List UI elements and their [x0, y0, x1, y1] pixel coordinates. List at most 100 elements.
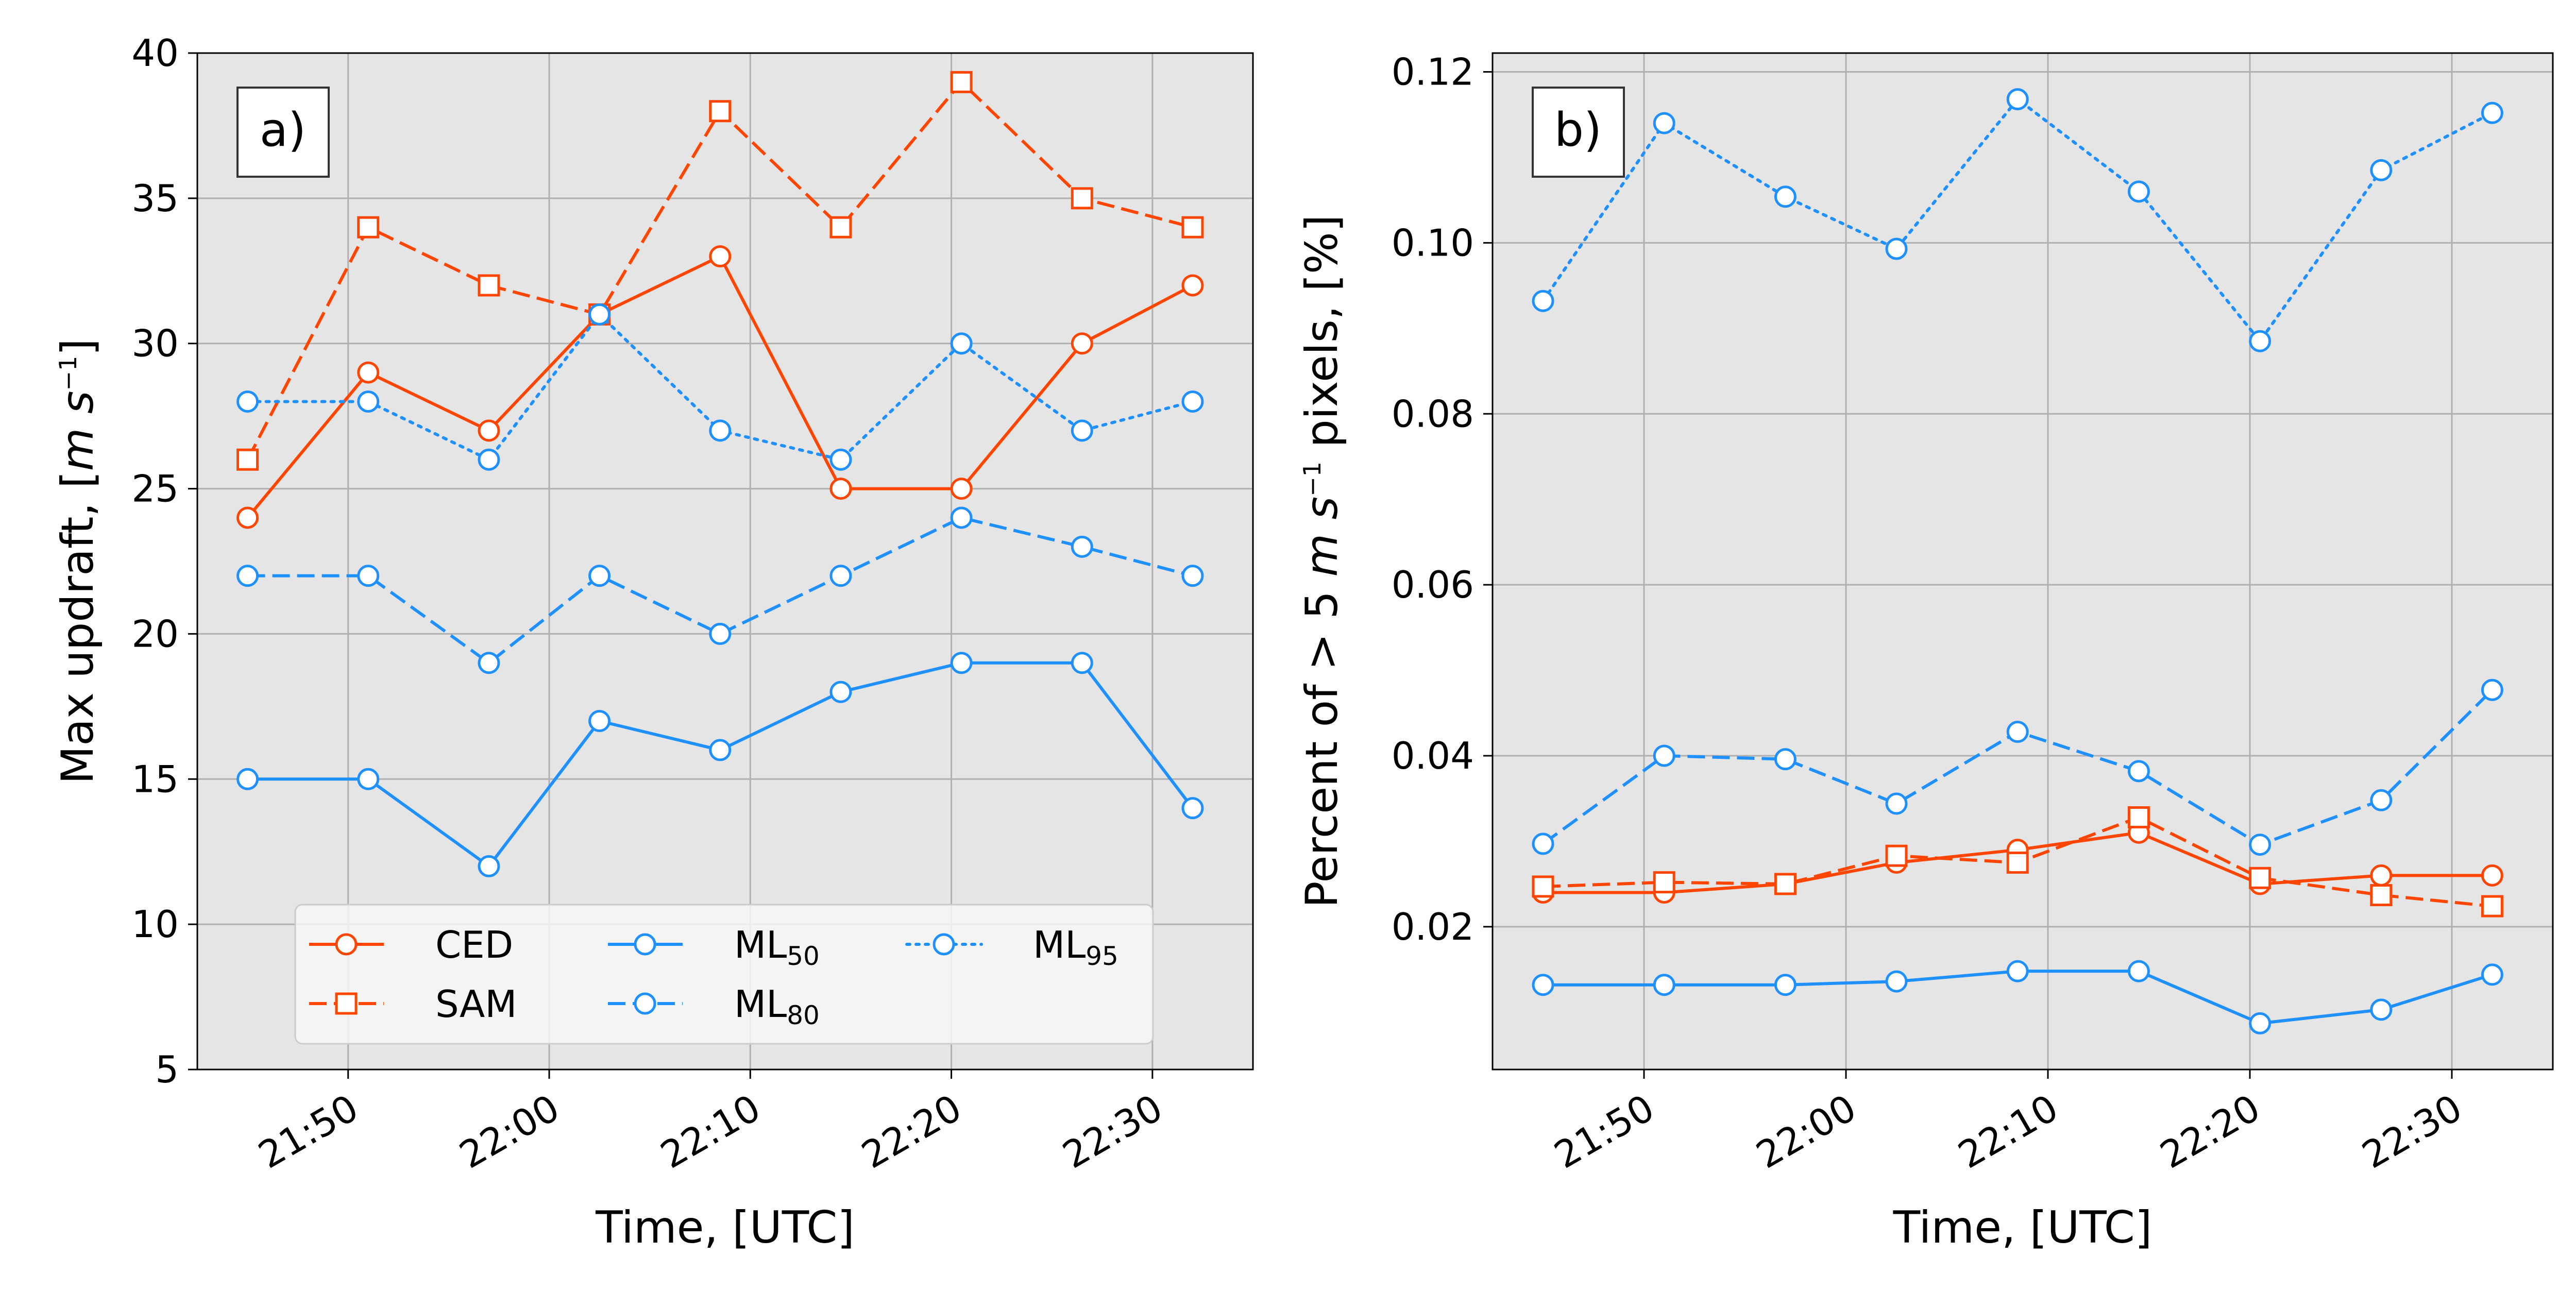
data-point-ml95	[357, 390, 380, 413]
y-label-exponent: −1	[54, 356, 82, 391]
legend-label-subscript: 80	[787, 1000, 820, 1030]
data-point-ml50	[1774, 974, 1797, 996]
data-point-sam	[2370, 884, 2393, 906]
panel-b-label-frame	[1532, 87, 1625, 178]
data-point-sam	[1532, 875, 1554, 898]
data-point-ml95	[2481, 101, 2503, 124]
legend-frame	[294, 904, 1154, 1045]
x-tick-label: 22:30	[2355, 1086, 2469, 1177]
series-sam	[1532, 806, 2503, 918]
data-point-ced	[2481, 864, 2503, 887]
data-point-sam	[1774, 873, 1797, 895]
data-point-sam	[2127, 806, 2150, 828]
panel-b: 0.02 0.04 0.06 0.08 0.10 0.12 21:50 22:00 22:10…	[1296, 50, 2554, 1253]
y-tick-label: 0.08	[1392, 392, 1474, 435]
legend-marker-ml50	[634, 933, 656, 956]
legend-label-text: ML	[1033, 923, 1086, 966]
data-point-ml50	[357, 768, 380, 790]
data-point-sam	[950, 71, 973, 93]
legend-label-ml95: ML95	[1033, 923, 1118, 971]
x-tick-label: 22:00	[1749, 1086, 1863, 1177]
x-tick-label: 22:20	[854, 1086, 969, 1177]
data-point-ml80	[829, 565, 852, 587]
data-point-ml50	[2370, 998, 2393, 1021]
legend-entry-ml50: ML50	[608, 923, 820, 971]
legend-label-text: ML	[734, 982, 787, 1026]
y-label-suffix: ]	[52, 338, 104, 356]
data-point-ml95	[1532, 290, 1554, 312]
data-point-ml80	[1181, 565, 1204, 587]
y-tick-label: 0.04	[1392, 734, 1474, 777]
data-point-ced	[1181, 274, 1204, 297]
data-point-ced	[709, 245, 732, 268]
y-tick-label: 0.12	[1392, 50, 1474, 94]
legend-entry-ml80: ML80	[608, 982, 820, 1030]
x-tick-label: 22:10	[653, 1086, 768, 1177]
series-ml95	[1532, 88, 2503, 352]
data-point-sam	[357, 216, 380, 239]
legend-label-subscript: 95	[1086, 941, 1118, 971]
panel-b-label-box: b)	[1532, 87, 1625, 178]
data-point-ml50	[588, 710, 611, 733]
data-point-ml50	[1071, 652, 1093, 674]
data-point-ml80	[588, 565, 611, 587]
data-point-ml95	[1653, 112, 1675, 134]
y-tick-label: 30	[131, 322, 179, 365]
series-ml50	[1532, 960, 2503, 1034]
data-point-ml50	[478, 855, 500, 877]
panel-a-label: a)	[260, 103, 306, 157]
data-point-sam	[478, 274, 500, 297]
x-tick-label: 21:50	[1547, 1086, 1662, 1177]
legend-label-text: ML	[734, 923, 787, 966]
panel-a-y-ticks: 5 10 15 20 25 30 35 40	[131, 31, 197, 1091]
y-label-unit: m s	[1296, 497, 1348, 577]
panel-a-frame	[196, 52, 1254, 1071]
legend-marker-ml95	[933, 933, 955, 956]
data-point-ml80	[709, 622, 732, 645]
panel-b-x-ticks: 21:50 22:00 22:10 22:20 22:30	[1547, 1070, 2469, 1177]
data-point-ml50	[2249, 1012, 2272, 1034]
data-point-ml80	[950, 506, 973, 529]
x-tick-label: 22:20	[2153, 1086, 2267, 1177]
series-ml95	[236, 303, 1204, 471]
data-point-ml50	[1653, 974, 1675, 996]
data-point-sam	[1071, 187, 1093, 210]
data-point-ml50	[709, 739, 732, 761]
data-point-ml95	[1071, 419, 1093, 442]
series-ml80	[236, 506, 1204, 674]
legend-entry-sam: SAM	[309, 982, 517, 1026]
data-point-ml95	[1181, 390, 1204, 413]
panel-a-y-axis-label: Max updraft, [m s−1]	[52, 338, 104, 784]
series-ml50	[236, 652, 1204, 877]
data-point-sam	[1653, 871, 1675, 894]
panel-a-series	[236, 71, 1204, 877]
panel-a-x-ticks: 21:50 22:00 22:10 22:20 22:30	[251, 1070, 1170, 1177]
legend-label-text: SAM	[435, 982, 517, 1026]
data-point-ml50	[2127, 960, 2150, 982]
data-point-ml80	[357, 565, 380, 587]
data-point-ml80	[1071, 535, 1093, 558]
series-ml80	[1532, 678, 2503, 856]
data-point-ml80	[1885, 792, 1908, 815]
legend-label-subscript: 50	[787, 941, 820, 971]
data-point-ced	[2370, 864, 2393, 887]
data-point-sam	[2481, 895, 2503, 918]
data-point-ml80	[2127, 760, 2150, 783]
panel-a-label-box: a)	[236, 87, 330, 178]
series-ced	[236, 245, 1204, 529]
data-point-ml50	[2481, 963, 2503, 986]
y-tick-label: 35	[131, 177, 179, 220]
legend-label-ml50: ML50	[734, 923, 820, 971]
data-point-ml95	[2249, 330, 2272, 352]
legend-entry-ced: CED	[309, 923, 513, 966]
data-point-ml95	[829, 448, 852, 471]
x-tick-label: 22:00	[452, 1086, 567, 1177]
data-point-ced	[236, 506, 259, 529]
data-point-ced	[478, 419, 500, 442]
data-point-ml80	[2481, 678, 2503, 701]
y-tick-label: 5	[155, 1048, 179, 1091]
data-point-ced	[1071, 332, 1093, 355]
legend-marker-sam	[335, 992, 358, 1015]
data-point-ml50	[1181, 797, 1204, 820]
data-point-ml80	[1532, 833, 1554, 855]
